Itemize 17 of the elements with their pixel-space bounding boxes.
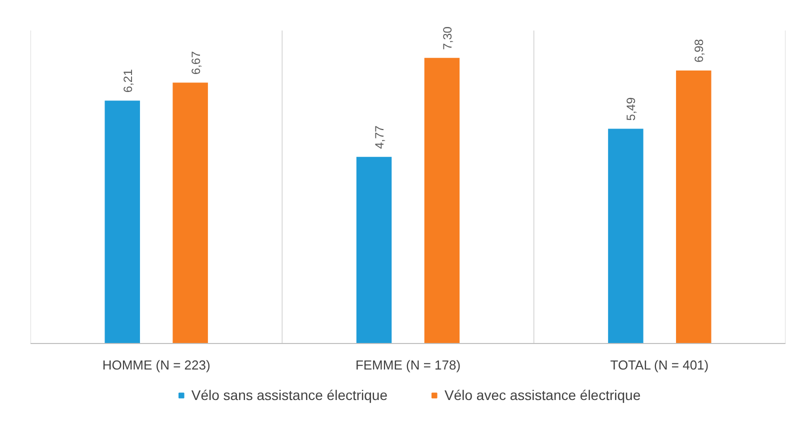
data-label: 6,67 bbox=[188, 50, 203, 75]
legend-label: Vélo sans assistance électrique bbox=[191, 387, 388, 403]
bar bbox=[676, 70, 712, 344]
data-label: 6,21 bbox=[120, 68, 135, 93]
x-tick-label: HOMME (N = 223) bbox=[102, 358, 210, 372]
bar bbox=[172, 82, 208, 344]
bar bbox=[424, 58, 460, 344]
data-label: 5,49 bbox=[624, 97, 638, 121]
bar bbox=[104, 100, 140, 344]
bar bbox=[356, 156, 392, 344]
data-label: 4,77 bbox=[372, 125, 387, 149]
data-label: 6,98 bbox=[692, 38, 706, 62]
data-label: 7,30 bbox=[440, 26, 454, 50]
bar bbox=[608, 128, 644, 344]
x-tick-label: FEMME (N = 178) bbox=[355, 358, 461, 372]
x-tick-label: TOTAL (N = 401) bbox=[610, 358, 709, 372]
legend-label: Vélo avec assistance électrique bbox=[444, 387, 641, 403]
